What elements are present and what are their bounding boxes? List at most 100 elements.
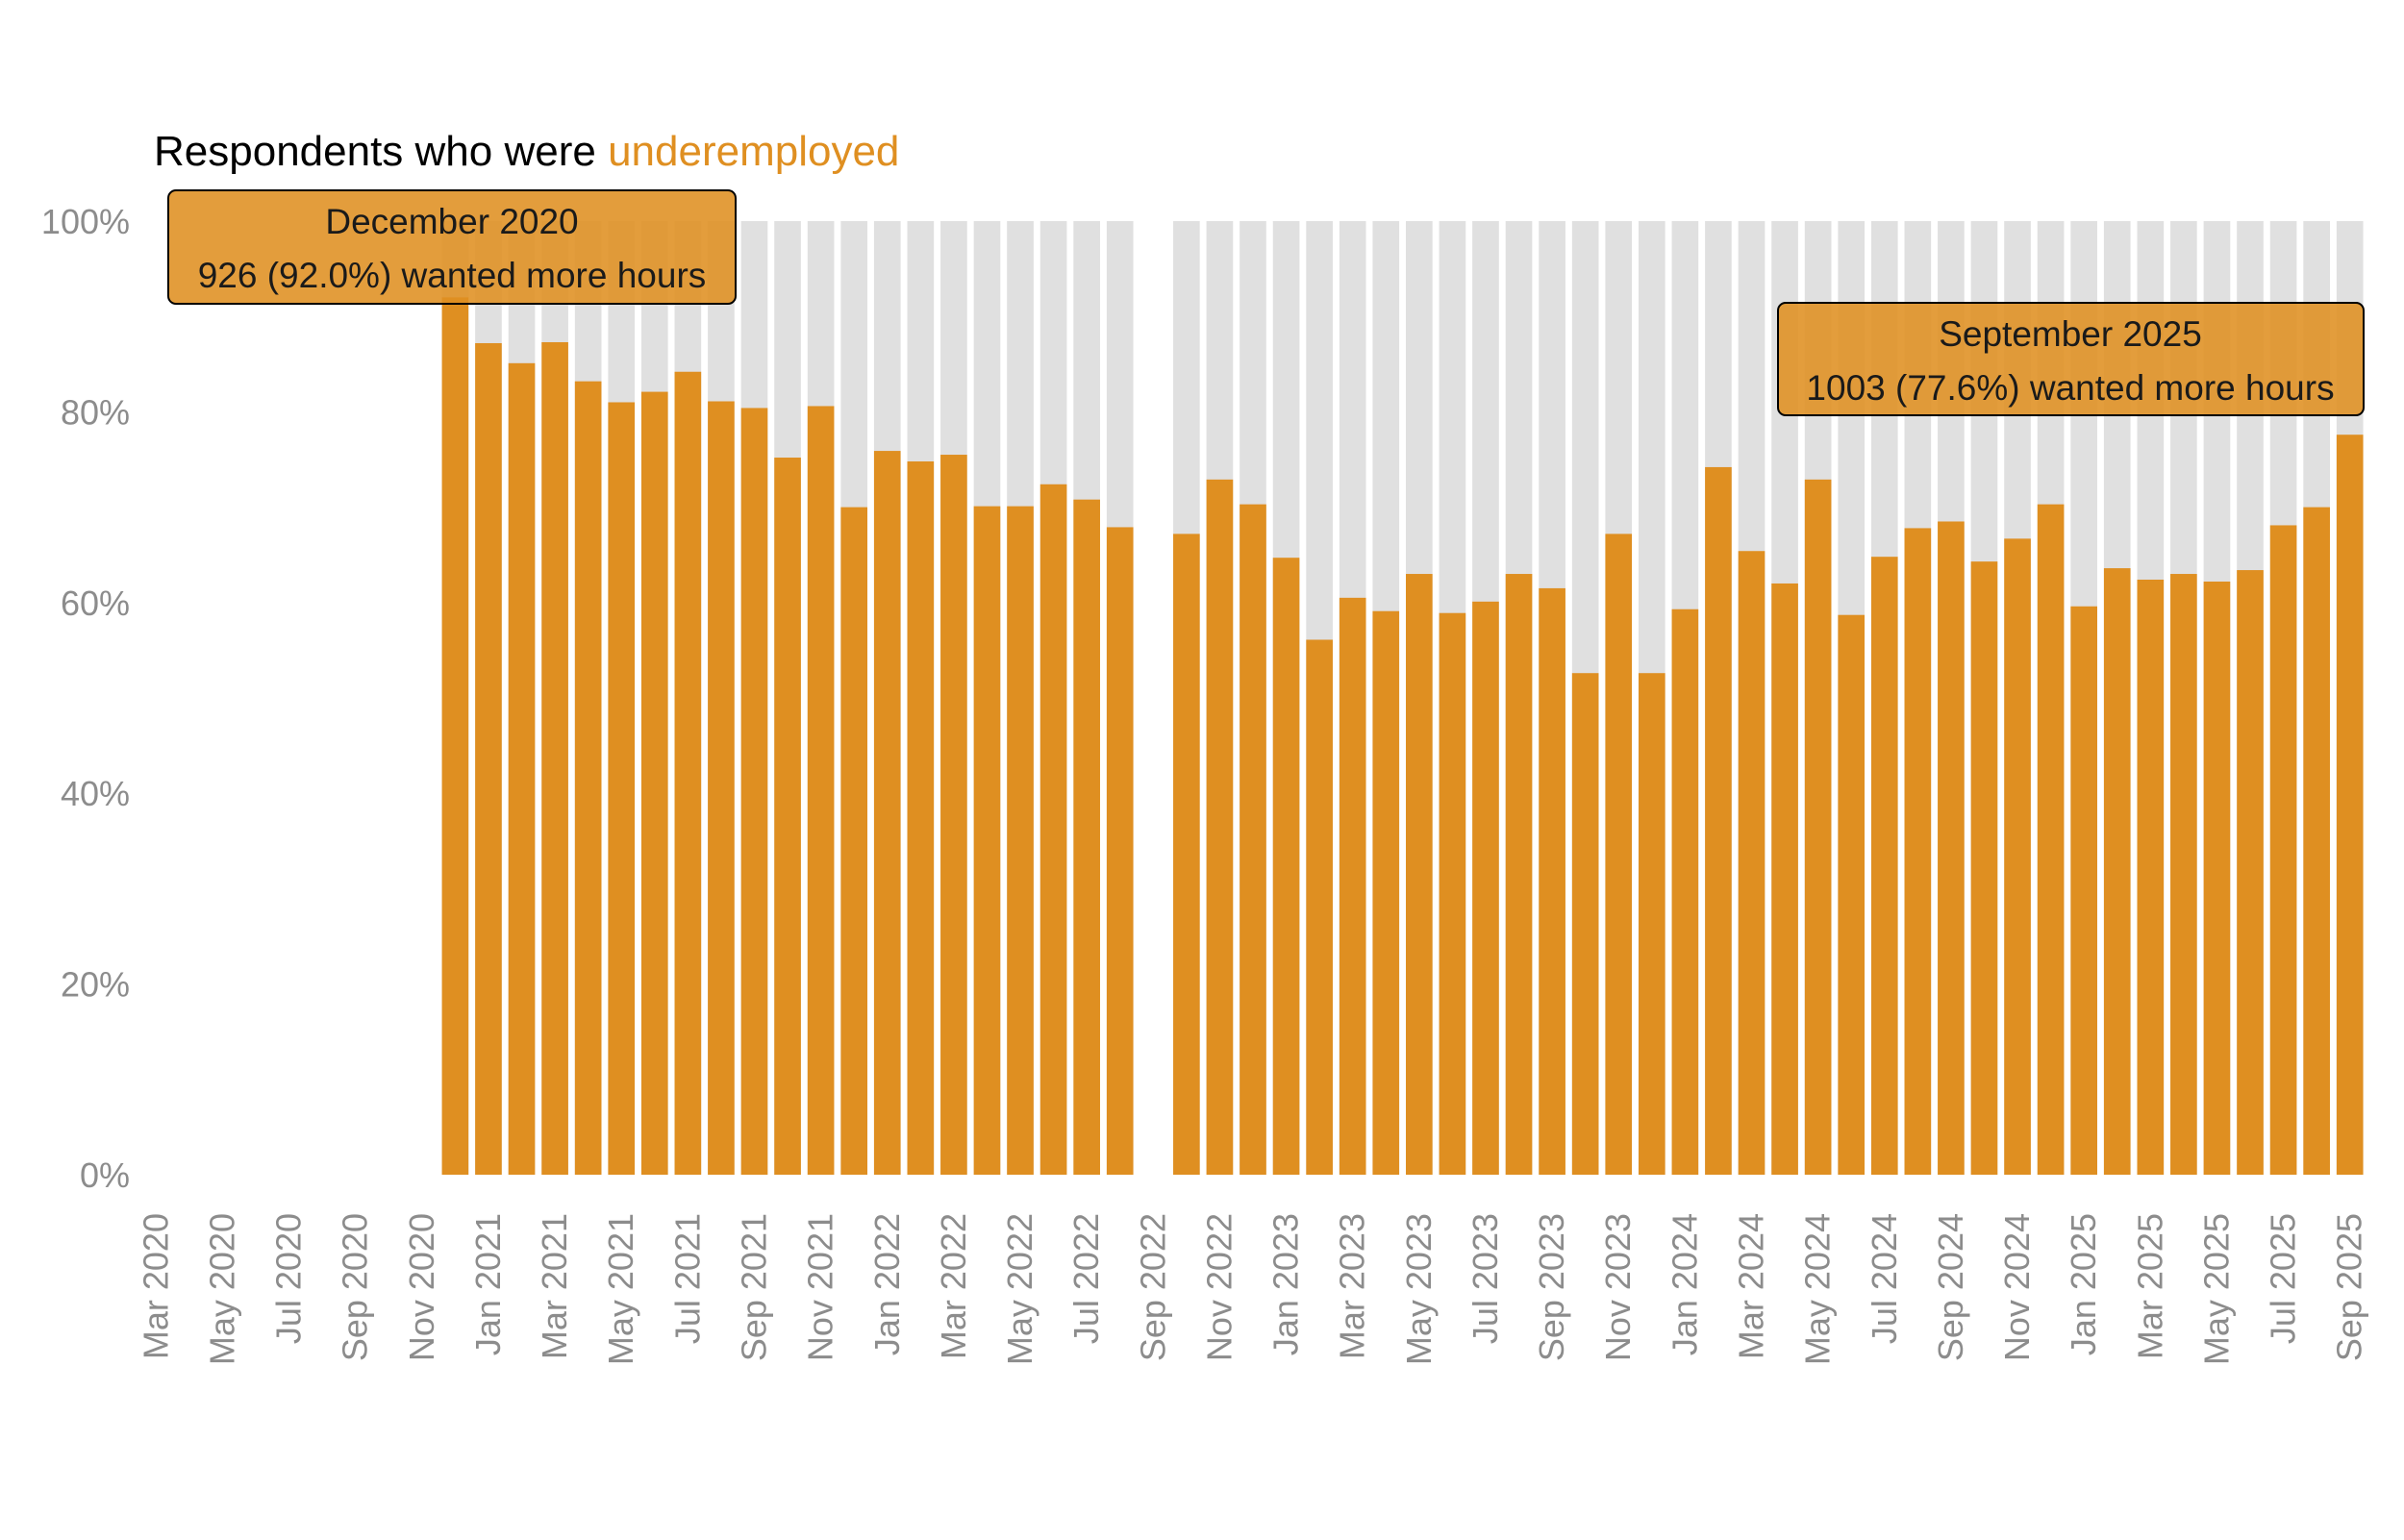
- bar-underemployed: [973, 506, 1001, 1175]
- bar-underemployed: [1106, 527, 1134, 1175]
- x-tick-label: Sep 2020: [336, 1213, 375, 1361]
- bar-underemployed: [1206, 479, 1234, 1176]
- annotation-detail: 1003 (77.6%) wanted more hours: [1806, 368, 2334, 408]
- y-tick-label: 0%: [80, 1155, 130, 1195]
- bar-underemployed: [1039, 484, 1067, 1175]
- x-tick-label: Nov 2022: [1199, 1213, 1239, 1361]
- bar-underemployed: [475, 342, 502, 1176]
- bar-underemployed: [2269, 525, 2297, 1175]
- bar-underemployed: [1505, 574, 1533, 1175]
- x-tick-label: Mar 2023: [1333, 1213, 1372, 1359]
- bar-underemployed: [1240, 504, 1266, 1175]
- x-tick-label: Nov 2021: [801, 1213, 840, 1361]
- bar-underemployed: [1571, 673, 1599, 1175]
- x-tick-label: Sep 2021: [734, 1213, 773, 1361]
- annotation-detail: 926 (92.0%) wanted more hours: [198, 256, 707, 295]
- x-tick-label: May 2021: [601, 1213, 640, 1365]
- x-tick-label: May 2023: [1399, 1213, 1439, 1365]
- chart-title: Respondents who were underemployed: [154, 128, 899, 175]
- x-tick-label: Jul 2024: [1865, 1213, 1904, 1344]
- x-tick-label: Jul 2022: [1066, 1213, 1106, 1344]
- annotation-box: [1777, 302, 2365, 416]
- bar-underemployed: [1173, 534, 1200, 1175]
- data-bars: [441, 297, 2364, 1176]
- y-tick-label: 40%: [61, 774, 130, 813]
- x-tick-label: Nov 2023: [1598, 1213, 1638, 1361]
- bar-underemployed: [1938, 521, 1965, 1175]
- bar-underemployed: [1671, 609, 1699, 1175]
- bar-underemployed: [541, 341, 568, 1176]
- x-tick-label: May 2020: [202, 1213, 241, 1365]
- y-tick-label: 60%: [61, 584, 130, 623]
- x-tick-label: Jan 2021: [468, 1213, 508, 1355]
- bar-underemployed: [1073, 499, 1100, 1175]
- bar-underemployed: [1970, 561, 1998, 1175]
- y-tick-label: 20%: [61, 965, 130, 1005]
- y-axis: 0% 20% 40% 60% 80% 100%: [41, 202, 130, 1195]
- bar-underemployed: [740, 408, 768, 1175]
- annotation-month: September 2025: [1939, 314, 2202, 354]
- bar-underemployed: [2103, 568, 2131, 1175]
- bar-underemployed: [1904, 528, 1932, 1175]
- x-tick-label: Jul 2023: [1465, 1213, 1505, 1344]
- bar-underemployed: [774, 458, 801, 1175]
- x-tick-label: May 2024: [1798, 1213, 1838, 1365]
- x-tick-label: Sep 2025: [2330, 1213, 2369, 1361]
- annotation-december-2020: December 2020 926 (92.0%) wanted more ho…: [167, 189, 737, 305]
- y-tick-label: 80%: [61, 392, 130, 432]
- bar-underemployed: [2203, 581, 2231, 1175]
- bar-underemployed: [1705, 466, 1732, 1175]
- x-tick-label: Mar 2025: [2130, 1213, 2169, 1359]
- bar-underemployed: [1406, 574, 1433, 1175]
- x-tick-label: Nov 2020: [402, 1213, 441, 1361]
- bar-underemployed: [441, 297, 469, 1175]
- bar-underemployed: [840, 507, 868, 1175]
- bar-underemployed: [2070, 606, 2097, 1175]
- annotation-box: [167, 189, 737, 305]
- x-tick-label: Jan 2023: [1266, 1213, 1306, 1355]
- x-tick-label: Jan 2022: [867, 1213, 907, 1355]
- bar-underemployed: [1306, 639, 1333, 1175]
- x-tick-label: Mar 2024: [1732, 1213, 1771, 1359]
- bar-underemployed: [1339, 597, 1366, 1175]
- bar-underemployed: [708, 401, 735, 1175]
- y-tick-label: 100%: [41, 202, 130, 241]
- bar-underemployed: [1007, 506, 1034, 1175]
- x-tick-label: Jul 2025: [2264, 1213, 2303, 1344]
- bar-underemployed: [2137, 579, 2165, 1175]
- x-tick-label: May 2025: [2196, 1213, 2236, 1365]
- x-tick-label: Mar 2022: [934, 1213, 973, 1359]
- bar-underemployed: [1472, 601, 1499, 1175]
- bar-underemployed: [1372, 610, 1400, 1175]
- bar-underemployed: [873, 451, 901, 1175]
- bar-underemployed: [807, 406, 835, 1175]
- bar-underemployed: [1539, 587, 1565, 1175]
- x-tick-label: Jul 2021: [667, 1213, 707, 1344]
- chart-title-prefix: Respondents who were: [154, 128, 608, 175]
- bar-underemployed: [1738, 551, 1765, 1175]
- bar-underemployed: [2303, 507, 2330, 1175]
- annotation-month: December 2020: [325, 202, 578, 241]
- bar-underemployed: [940, 455, 967, 1175]
- bar-underemployed: [608, 402, 636, 1176]
- bar-underemployed: [1838, 614, 1866, 1175]
- x-tick-label: Mar 2021: [535, 1213, 574, 1359]
- annotation-september-2025: September 2025 1003 (77.6%) wanted more …: [1777, 302, 2365, 416]
- x-tick-label: Jan 2024: [1665, 1213, 1704, 1355]
- bar-underemployed: [1272, 558, 1300, 1175]
- bar-underemployed: [1605, 534, 1633, 1175]
- bar-underemployed: [508, 362, 536, 1175]
- x-tick-label: Mar 2020: [136, 1213, 175, 1359]
- bar-underemployed: [674, 371, 702, 1175]
- bar-underemployed: [1870, 557, 1898, 1175]
- chart-title-highlight: underemployed: [608, 128, 899, 175]
- bar-underemployed: [1771, 583, 1798, 1175]
- x-tick-label: May 2022: [1000, 1213, 1039, 1365]
- x-tick-label: Jan 2025: [2064, 1213, 2103, 1355]
- bar-underemployed: [1638, 673, 1665, 1175]
- bar-underemployed: [2237, 570, 2264, 1175]
- x-tick-label: Sep 2023: [1532, 1213, 1571, 1361]
- bar-underemployed: [2170, 574, 2197, 1175]
- bar-underemployed: [640, 391, 668, 1175]
